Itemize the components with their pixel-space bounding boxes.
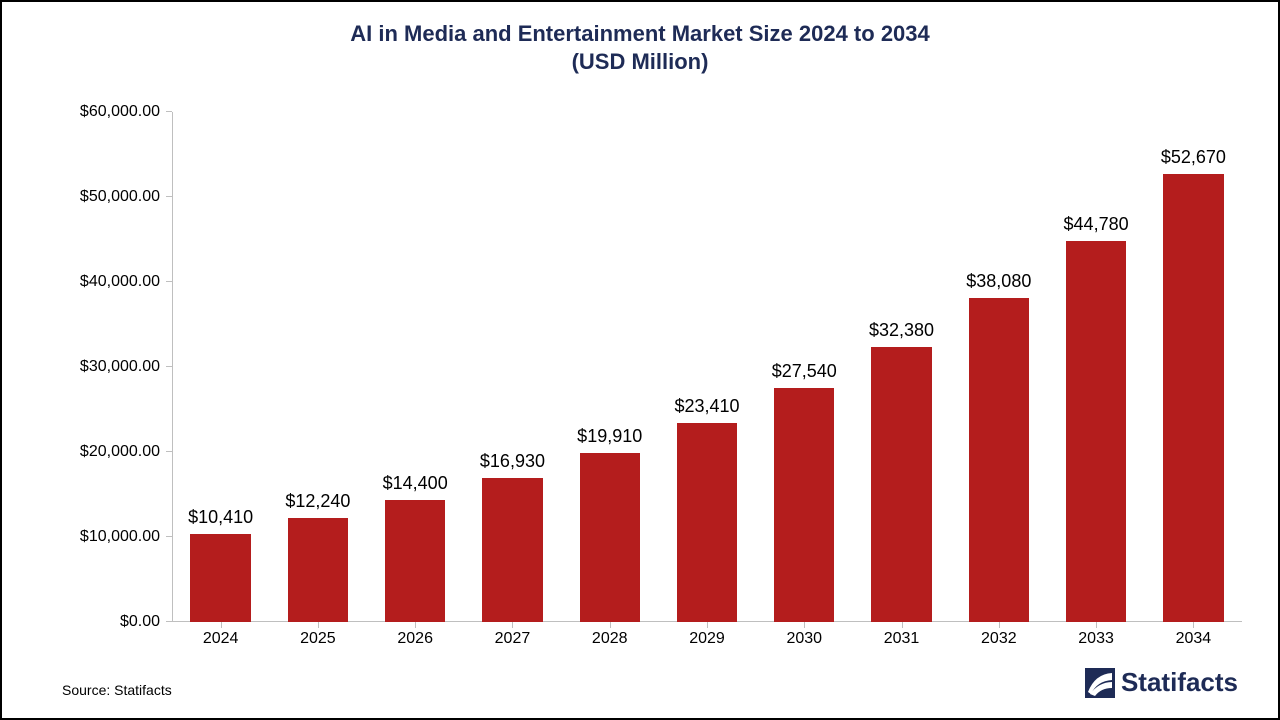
bar	[580, 453, 640, 622]
brand-logo: Statifacts	[1085, 667, 1238, 698]
bar	[1163, 174, 1223, 622]
x-tick-mark	[1193, 622, 1194, 628]
x-tick-mark	[1096, 622, 1097, 628]
chart-frame: AI in Media and Entertainment Market Siz…	[0, 0, 1280, 720]
bar-value-label: $23,410	[674, 396, 739, 417]
bar	[774, 388, 834, 622]
x-tick-mark	[512, 622, 513, 628]
x-tick-mark	[415, 622, 416, 628]
y-tick-mark	[166, 621, 172, 622]
y-tick-mark	[166, 281, 172, 282]
bar	[385, 500, 445, 622]
x-tick-mark	[707, 622, 708, 628]
x-tick-mark	[902, 622, 903, 628]
y-tick-mark	[166, 111, 172, 112]
x-tick-label: 2033	[1078, 630, 1114, 648]
y-tick-label: $10,000.00	[80, 528, 160, 546]
bars-container: $10,410 $12,240 $14,400 $16,930 $19,910 $23,4…	[172, 112, 1242, 622]
x-tick-label: 2028	[592, 630, 628, 648]
x-tick-mark	[318, 622, 319, 628]
bar-value-label: $38,080	[966, 271, 1031, 292]
y-tick-label: $50,000.00	[80, 188, 160, 206]
x-tick-label: 2030	[786, 630, 822, 648]
bar-value-label: $19,910	[577, 426, 642, 447]
source-text: Source: Statifacts	[62, 682, 172, 698]
x-tick-label: 2034	[1176, 630, 1212, 648]
x-tick-label: 2029	[689, 630, 725, 648]
brand-name: Statifacts	[1121, 667, 1238, 698]
y-tick-mark	[166, 536, 172, 537]
bar	[1066, 241, 1126, 622]
bar-value-label: $44,780	[1064, 214, 1129, 235]
y-tick-label: $0.00	[120, 613, 160, 631]
x-tick-label: 2027	[495, 630, 531, 648]
y-tick-label: $60,000.00	[80, 103, 160, 121]
bar-value-label: $32,380	[869, 320, 934, 341]
bar-value-label: $52,670	[1161, 147, 1226, 168]
y-tick-label: $30,000.00	[80, 358, 160, 376]
bar	[677, 423, 737, 622]
x-tick-mark	[999, 622, 1000, 628]
bar-value-label: $12,240	[285, 491, 350, 512]
x-tick-label: 2026	[397, 630, 433, 648]
bar	[288, 518, 348, 622]
x-tick-mark	[804, 622, 805, 628]
statifacts-icon	[1085, 668, 1115, 698]
bar	[969, 298, 1029, 622]
x-tick-label: 2031	[884, 630, 920, 648]
y-tick-mark	[166, 366, 172, 367]
x-tick-mark	[610, 622, 611, 628]
x-tick-label: 2025	[300, 630, 336, 648]
bar-value-label: $16,930	[480, 451, 545, 472]
bar-value-label: $14,400	[383, 473, 448, 494]
plot-area: $10,410 $12,240 $14,400 $16,930 $19,910 $23,4…	[172, 112, 1242, 622]
y-tick-label: $40,000.00	[80, 273, 160, 291]
x-tick-label: 2024	[203, 630, 239, 648]
bar	[190, 534, 250, 622]
chart-title-line2: (USD Million)	[2, 48, 1278, 76]
x-tick-mark	[221, 622, 222, 628]
x-tick-label: 2032	[981, 630, 1017, 648]
y-tick-mark	[166, 196, 172, 197]
chart-title-line1: AI in Media and Entertainment Market Siz…	[2, 20, 1278, 48]
chart-title: AI in Media and Entertainment Market Siz…	[2, 20, 1278, 75]
bar	[482, 478, 542, 622]
bar	[871, 347, 931, 622]
bar-value-label: $27,540	[772, 361, 837, 382]
y-tick-mark	[166, 451, 172, 452]
bar-value-label: $10,410	[188, 507, 253, 528]
y-tick-label: $20,000.00	[80, 443, 160, 461]
